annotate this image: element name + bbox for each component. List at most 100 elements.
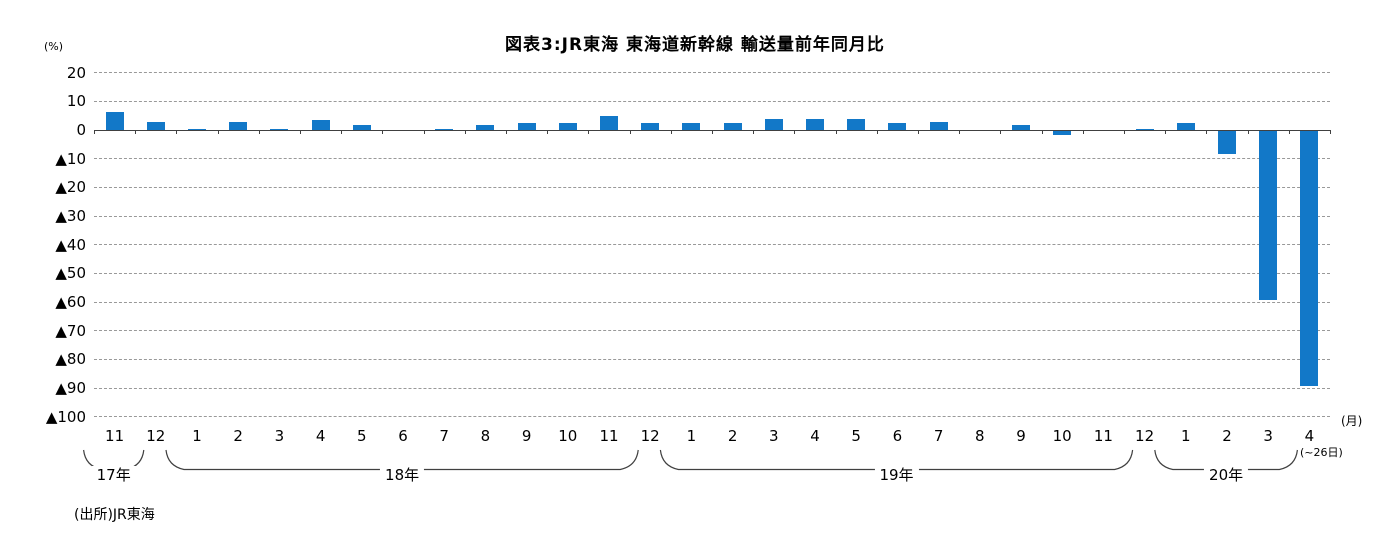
bar [517,122,536,130]
axis-tick [506,130,507,134]
bar [600,116,618,130]
bar [929,121,948,130]
x-tick-label: 8 [975,427,985,445]
y-tick-label: 0 [76,121,86,139]
bar [1135,128,1154,130]
x-tick-label: 4 [315,427,326,445]
axis-tick [959,130,961,134]
axis-tick [1000,130,1002,134]
y-tick-label: ▲30 [55,207,86,225]
partial-month-note: (~26日) [1300,446,1343,459]
axis-tick [794,130,796,134]
y-tick-label: ▲80 [55,350,86,369]
axis-tick [135,130,137,134]
axis-tick [423,130,425,134]
x-tick-label: 6 [892,427,903,445]
axis-tick [176,130,178,134]
gridline [94,158,1330,160]
axis-tick [300,130,301,134]
y-tick-label: ▲20 [55,178,86,197]
x-tick-label: 5 [851,427,861,445]
bar [723,122,742,130]
x-tick-label: 3 [1263,427,1273,445]
y-tick-label: ▲90 [55,379,86,397]
axis-tick [1288,130,1290,134]
gridline [94,301,1330,303]
y-tick-label: ▲100 [45,407,86,426]
bar [847,119,866,130]
axis-tick [670,130,672,134]
bar [435,128,454,130]
x-tick-label: 4 [1304,427,1315,445]
x-tick-label: 4 [810,427,820,445]
bar [1259,131,1278,301]
bar [888,122,907,130]
gridline [94,186,1330,188]
year-group-label: 20年 [1204,466,1249,485]
axis-tick [258,130,260,134]
x-tick-label: 8 [480,427,491,445]
axis-tick [1082,130,1084,134]
x-tick-label: 12 [1135,427,1155,445]
year-group-label: 18年 [380,466,425,485]
axis-tick [588,130,590,134]
x-tick-label: 10 [1052,427,1072,445]
bar [1012,125,1030,130]
bar [558,122,577,130]
gridline [94,215,1330,217]
x-tick-label: 11 [105,427,125,445]
source-note: (出所)JR東海 [74,507,155,523]
y-tick-label: ▲50 [55,264,86,283]
y-tick-label: ▲60 [55,293,86,311]
x-tick-label: 12 [640,427,660,445]
x-tick-label: 7 [439,427,449,445]
x-tick-label: 10 [558,427,578,445]
axis-tick [876,130,878,134]
axis-tick [835,130,837,134]
gridline [94,72,1330,74]
gridline [94,330,1330,332]
x-axis-unit-label: (月) [1341,414,1363,428]
y-axis-unit-label: (%) [44,40,64,53]
bar [146,121,165,130]
gridline [94,100,1330,102]
bar [352,124,371,130]
axis-tick [1206,130,1208,134]
bar [270,128,289,130]
axis-tick [1041,130,1043,134]
axis-tick [629,130,631,134]
bar [1218,131,1236,155]
bar [1300,131,1319,387]
x-tick-label: 2 [727,427,738,445]
year-group-label: 19年 [874,466,919,485]
bar [764,119,783,130]
bar [476,124,495,130]
y-tick-label: ▲70 [55,321,86,340]
x-tick-label: 7 [933,427,944,445]
axis-tick [382,130,384,134]
axis-tick [712,130,713,134]
axis-tick [547,130,549,134]
y-tick-label: ▲40 [55,235,86,254]
gridline [94,244,1330,246]
y-tick-label: 10 [66,92,86,111]
x-tick-label: 3 [274,427,285,445]
bar [229,121,248,130]
bar [311,119,330,130]
x-tick-label: 9 [521,427,532,445]
bar [1176,122,1195,130]
x-tick-label: 11 [599,427,619,445]
chart-title: 図表3:JR東海 東海道新幹線 輸送量前年同月比 [505,35,885,55]
x-tick-label: 2 [1222,427,1232,445]
x-tick-label: 1 [1181,427,1191,445]
gridline [94,387,1330,389]
x-tick-label: 5 [357,427,367,445]
bar [105,111,124,130]
axis-tick [753,130,755,134]
bar [188,128,206,130]
axis-tick [1124,130,1125,134]
x-tick-label: 3 [769,427,779,445]
gridline [94,416,1330,418]
x-tick-label: 1 [192,427,202,445]
